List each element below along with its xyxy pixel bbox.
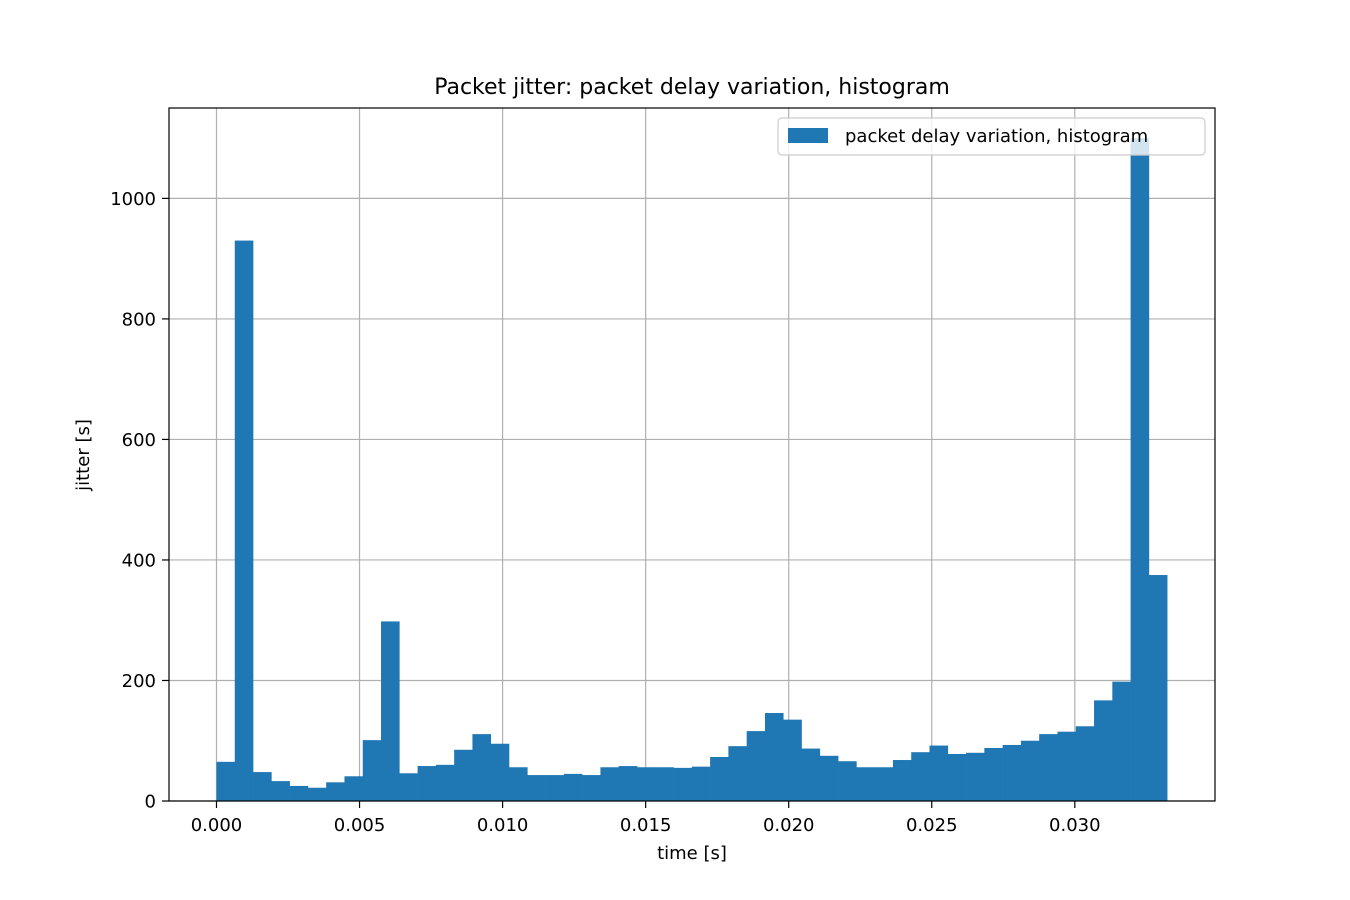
- histogram-bar: [527, 775, 546, 801]
- histogram-bar: [984, 747, 1003, 801]
- histogram-bars: [216, 138, 1168, 801]
- x-tick-label: 0.030: [1049, 815, 1101, 836]
- y-tick-label: 400: [122, 550, 156, 571]
- histogram-bar: [362, 740, 382, 801]
- histogram-bar: [710, 757, 729, 801]
- y-axis-label: jitter [s]: [73, 419, 94, 492]
- histogram-bar: [838, 761, 857, 801]
- histogram-bar: [1057, 731, 1077, 801]
- x-tick-label: 0.000: [191, 815, 243, 836]
- histogram-bar: [253, 772, 272, 801]
- histogram-bar: [819, 755, 839, 801]
- histogram-bar: [1020, 740, 1040, 801]
- histogram-bar: [1130, 138, 1150, 801]
- x-gridlines: [215, 108, 1076, 801]
- x-tick-label: 0.025: [906, 815, 958, 836]
- histogram-bar: [856, 767, 875, 801]
- y-axis-ticks: 0 200 400 600 800 1000: [110, 189, 169, 813]
- histogram-bar: [691, 766, 711, 801]
- histogram-bar: [636, 767, 656, 801]
- histogram-bar: [1148, 575, 1168, 801]
- y-tick-label: 1000: [110, 189, 156, 210]
- histogram-bar: [947, 753, 967, 801]
- histogram-bar: [892, 760, 912, 801]
- y-tick-label: 0: [145, 792, 156, 813]
- histogram-bar: [545, 775, 565, 801]
- histogram-bar: [417, 766, 437, 801]
- histogram-bar: [490, 743, 510, 801]
- histogram-bar: [1039, 734, 1058, 801]
- plot-frame: [168, 107, 1216, 802]
- histogram-bar: [289, 785, 309, 801]
- histogram-bar: [911, 752, 930, 801]
- histogram-bar: [435, 764, 455, 801]
- histogram-bar: [746, 731, 766, 801]
- histogram-bar: [966, 752, 985, 801]
- y-tick-label: 600: [122, 430, 156, 451]
- histogram-bar: [764, 713, 784, 801]
- histogram-bar: [783, 719, 802, 801]
- histogram-bar: [399, 773, 418, 801]
- histogram-bar: [1075, 726, 1095, 801]
- x-tick-label: 0.020: [763, 815, 815, 836]
- histogram-bar: [874, 767, 894, 801]
- histogram-bar: [1112, 681, 1131, 801]
- plot-area: [169, 108, 1215, 801]
- legend-swatch: [788, 128, 828, 143]
- y-tick-label: 800: [122, 309, 156, 330]
- histogram-bar: [1002, 744, 1022, 801]
- histogram-bar: [472, 734, 492, 801]
- histogram-bar: [929, 745, 949, 801]
- legend-box: [777, 117, 1206, 156]
- histogram-bar: [381, 621, 400, 801]
- histogram-bar: [728, 746, 747, 801]
- histogram-bar: [655, 767, 674, 801]
- histogram-bar: [582, 775, 601, 801]
- histogram-bar: [673, 767, 693, 801]
- histogram-bar: [563, 773, 583, 801]
- histogram-bar: [326, 782, 345, 801]
- x-tick-label: 0.010: [477, 815, 529, 836]
- histogram-bar: [618, 766, 638, 801]
- histogram-bar: [271, 781, 290, 801]
- histogram-bar: [307, 787, 327, 801]
- x-axis-label: time [s]: [657, 843, 727, 864]
- chart-title: Packet jitter: packet delay variation, h…: [434, 75, 950, 100]
- histogram-bar: [509, 767, 528, 801]
- x-tick-label: 0.005: [334, 815, 386, 836]
- histogram-bar: [801, 748, 821, 801]
- y-tick-label: 200: [122, 671, 156, 692]
- histogram-bar: [454, 749, 473, 801]
- legend: packet delay variation, histogram: [777, 117, 1206, 156]
- x-tick-label: 0.015: [620, 815, 672, 836]
- x-axis-ticks: 0.000 0.005 0.010 0.015 0.020 0.025 0.030: [191, 801, 1101, 836]
- histogram-bar: [234, 240, 254, 801]
- histogram-bar: [1094, 700, 1113, 801]
- histogram-bar: [344, 776, 364, 801]
- histogram-bar: [600, 767, 619, 801]
- histogram-bar: [216, 761, 236, 801]
- legend-label: packet delay variation, histogram: [845, 126, 1148, 147]
